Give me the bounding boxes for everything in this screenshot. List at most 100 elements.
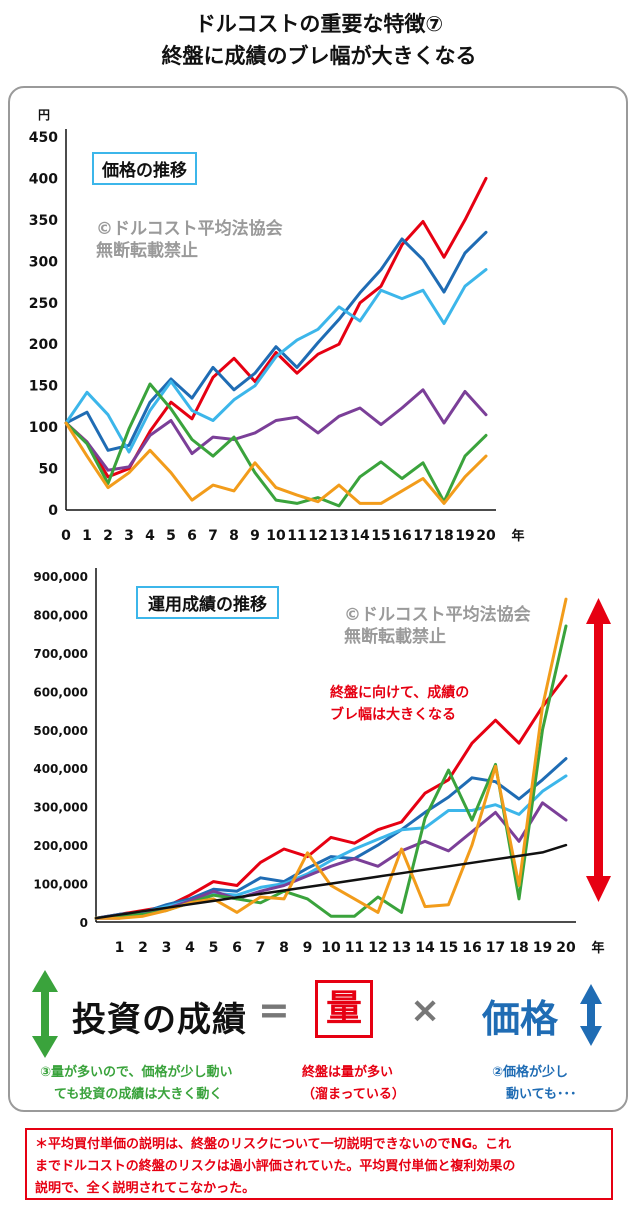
annotation-line1: 終盤に向けて、成績の bbox=[330, 685, 470, 701]
y-tick-label: 600,000 bbox=[33, 685, 88, 699]
y-tick-label: 450 bbox=[29, 130, 58, 146]
caption-red: 終盤は量が多い （溜まっている） bbox=[302, 1062, 405, 1106]
x-tick-label: 6 bbox=[232, 940, 242, 956]
x-tick-label: 20 bbox=[556, 940, 576, 956]
x-tick-label: 12 bbox=[308, 528, 327, 544]
formula-price: 価格 bbox=[482, 997, 559, 1041]
series-line-orange bbox=[64, 421, 488, 505]
caption-green-line2: ても投資の成績は大きく動く bbox=[54, 1087, 223, 1102]
x-tick-label: 1 bbox=[82, 528, 92, 544]
x-tick-label: 4 bbox=[145, 528, 155, 544]
page-title-line1: ドルコストの重要な特徴⑦ bbox=[194, 12, 444, 36]
range-arrow bbox=[586, 598, 611, 902]
watermark-line1: ©ドルコスト平均法協会 bbox=[96, 219, 283, 239]
y-unit-label: 円 bbox=[38, 108, 50, 122]
caption-blue-line2: 動いても･･･ bbox=[506, 1087, 577, 1102]
formula-investment-result: 投資の成績 bbox=[72, 1000, 247, 1040]
caption-green: ③量が多いので、価格が少し動い ても投資の成績は大きく動く bbox=[40, 1062, 233, 1106]
x-tick-label: 7 bbox=[256, 940, 266, 956]
x-tick-label: 8 bbox=[229, 528, 239, 544]
x-tick-label: 18 bbox=[509, 940, 528, 956]
x-tick-label: 5 bbox=[209, 940, 219, 956]
range-arrow-up bbox=[586, 598, 611, 624]
x-tick-label: 20 bbox=[476, 528, 496, 544]
x-tick-label: 7 bbox=[208, 528, 218, 544]
x-tick-label: 13 bbox=[392, 940, 411, 956]
formula-times: × bbox=[410, 990, 441, 1031]
footnote-box: ＊平均買付単価の説明は、終盤のリスクについて一切説明できないのでNG。これ まで… bbox=[25, 1128, 613, 1200]
x-tick-label: 18 bbox=[434, 528, 453, 544]
x-tick-label: 2 bbox=[138, 940, 148, 956]
x-tick-label: 9 bbox=[303, 940, 313, 956]
series-line-cyan bbox=[94, 774, 568, 920]
footnote-line2: までドルコストの終盤のリスクは過小評価されていた。平均買付単価と複利効果の bbox=[35, 1159, 516, 1174]
caption-blue-line1: ②価格が少し bbox=[492, 1065, 569, 1080]
formula-quantity-box: 量 bbox=[315, 980, 373, 1038]
y-tick-label: 500,000 bbox=[33, 724, 88, 738]
range-arrow-shaft bbox=[594, 618, 603, 882]
series-line-blue bbox=[64, 230, 488, 452]
page-title-line2: 終盤に成績のブレ幅が大きくなる bbox=[161, 44, 477, 68]
price-chart-title: 価格の推移 bbox=[92, 152, 197, 185]
x-tick-label: 12 bbox=[368, 940, 387, 956]
x-tick-label: 5 bbox=[166, 528, 176, 544]
y-tick-label: 0 bbox=[48, 503, 58, 519]
annotation-line2: ブレ幅は大きくなる bbox=[330, 707, 456, 723]
y-tick-label: 0 bbox=[80, 916, 88, 930]
x-tick-label: 14 bbox=[350, 528, 370, 544]
y-tick-label: 150 bbox=[29, 379, 58, 395]
x-tick-label: 10 bbox=[266, 528, 286, 544]
x-tick-label: 11 bbox=[345, 940, 364, 956]
caption-red-line2: （溜まっている） bbox=[302, 1087, 405, 1102]
y-tick-label: 250 bbox=[29, 296, 58, 312]
y-tick-label: 200 bbox=[29, 337, 58, 353]
watermark-line2: 無断転載禁止 bbox=[344, 627, 446, 647]
x-tick-label: 0 bbox=[61, 528, 71, 544]
caption-green-line1: ③量が多いので、価格が少し動い bbox=[40, 1065, 233, 1080]
x-tick-label: 15 bbox=[371, 528, 390, 544]
x-tick-label: 6 bbox=[187, 528, 197, 544]
watermark-top: ©ドルコスト平均法協会 無断転載禁止 bbox=[96, 218, 283, 262]
x-tick-label: 8 bbox=[279, 940, 289, 956]
footnote-line3: 説明で、全く説明されてこなかった。 bbox=[35, 1181, 256, 1196]
x-tick-label: 3 bbox=[124, 528, 134, 544]
x-tick-label: 10 bbox=[321, 940, 341, 956]
y-tick-label: 800,000 bbox=[33, 608, 88, 622]
chart-annotation: 終盤に向けて、成績の ブレ幅は大きくなる bbox=[330, 682, 469, 726]
caption-red-line1: 終盤は量が多い bbox=[302, 1065, 394, 1080]
x-tick-label: 16 bbox=[392, 528, 411, 544]
performance-chart: 0 100,000 200,000 300,000 400,000 500,000 600,… bbox=[33, 568, 611, 956]
series-line-purple bbox=[64, 388, 488, 472]
y-tick-label: 100,000 bbox=[33, 878, 88, 892]
x-tick-label: 16 bbox=[462, 940, 481, 956]
series-line-green bbox=[64, 382, 488, 508]
y-tick-label: 50 bbox=[39, 462, 59, 478]
x-tick-label: 15 bbox=[439, 940, 458, 956]
x-tick-label: 17 bbox=[486, 940, 505, 956]
x-tick-label: 11 bbox=[287, 528, 306, 544]
y-tick-label: 400 bbox=[29, 171, 58, 187]
formula-equals: = bbox=[258, 988, 290, 1032]
chart-panel bbox=[8, 86, 628, 1112]
y-tick-label: 100 bbox=[29, 420, 58, 436]
y-tick-label: 900,000 bbox=[33, 570, 88, 584]
y-tick-label: 350 bbox=[29, 213, 58, 229]
watermark-line2: 無断転載禁止 bbox=[96, 241, 198, 261]
footnote-line1: ＊平均買付単価の説明は、終盤のリスクについて一切説明できないのでNG。これ bbox=[35, 1137, 512, 1152]
series-line-cyan bbox=[64, 268, 488, 454]
range-arrow-down bbox=[586, 876, 611, 902]
series-line-orange bbox=[94, 597, 568, 920]
x-tick-label: 13 bbox=[329, 528, 348, 544]
y-tick-label: 200,000 bbox=[33, 839, 88, 853]
watermark-bottom: ©ドルコスト平均法協会 無断転載禁止 bbox=[344, 604, 531, 648]
series-line-black bbox=[94, 843, 568, 920]
watermark-line1: ©ドルコスト平均法協会 bbox=[344, 605, 531, 625]
y-tick-label: 300 bbox=[29, 254, 58, 270]
x-tick-label: 3 bbox=[162, 940, 172, 956]
y-tick-label: 700,000 bbox=[33, 647, 88, 661]
x-tick-label: 1 bbox=[115, 940, 125, 956]
x-tick-label: 14 bbox=[415, 940, 435, 956]
x-axis-label: 年 bbox=[591, 940, 604, 956]
x-tick-label: 17 bbox=[413, 528, 432, 544]
